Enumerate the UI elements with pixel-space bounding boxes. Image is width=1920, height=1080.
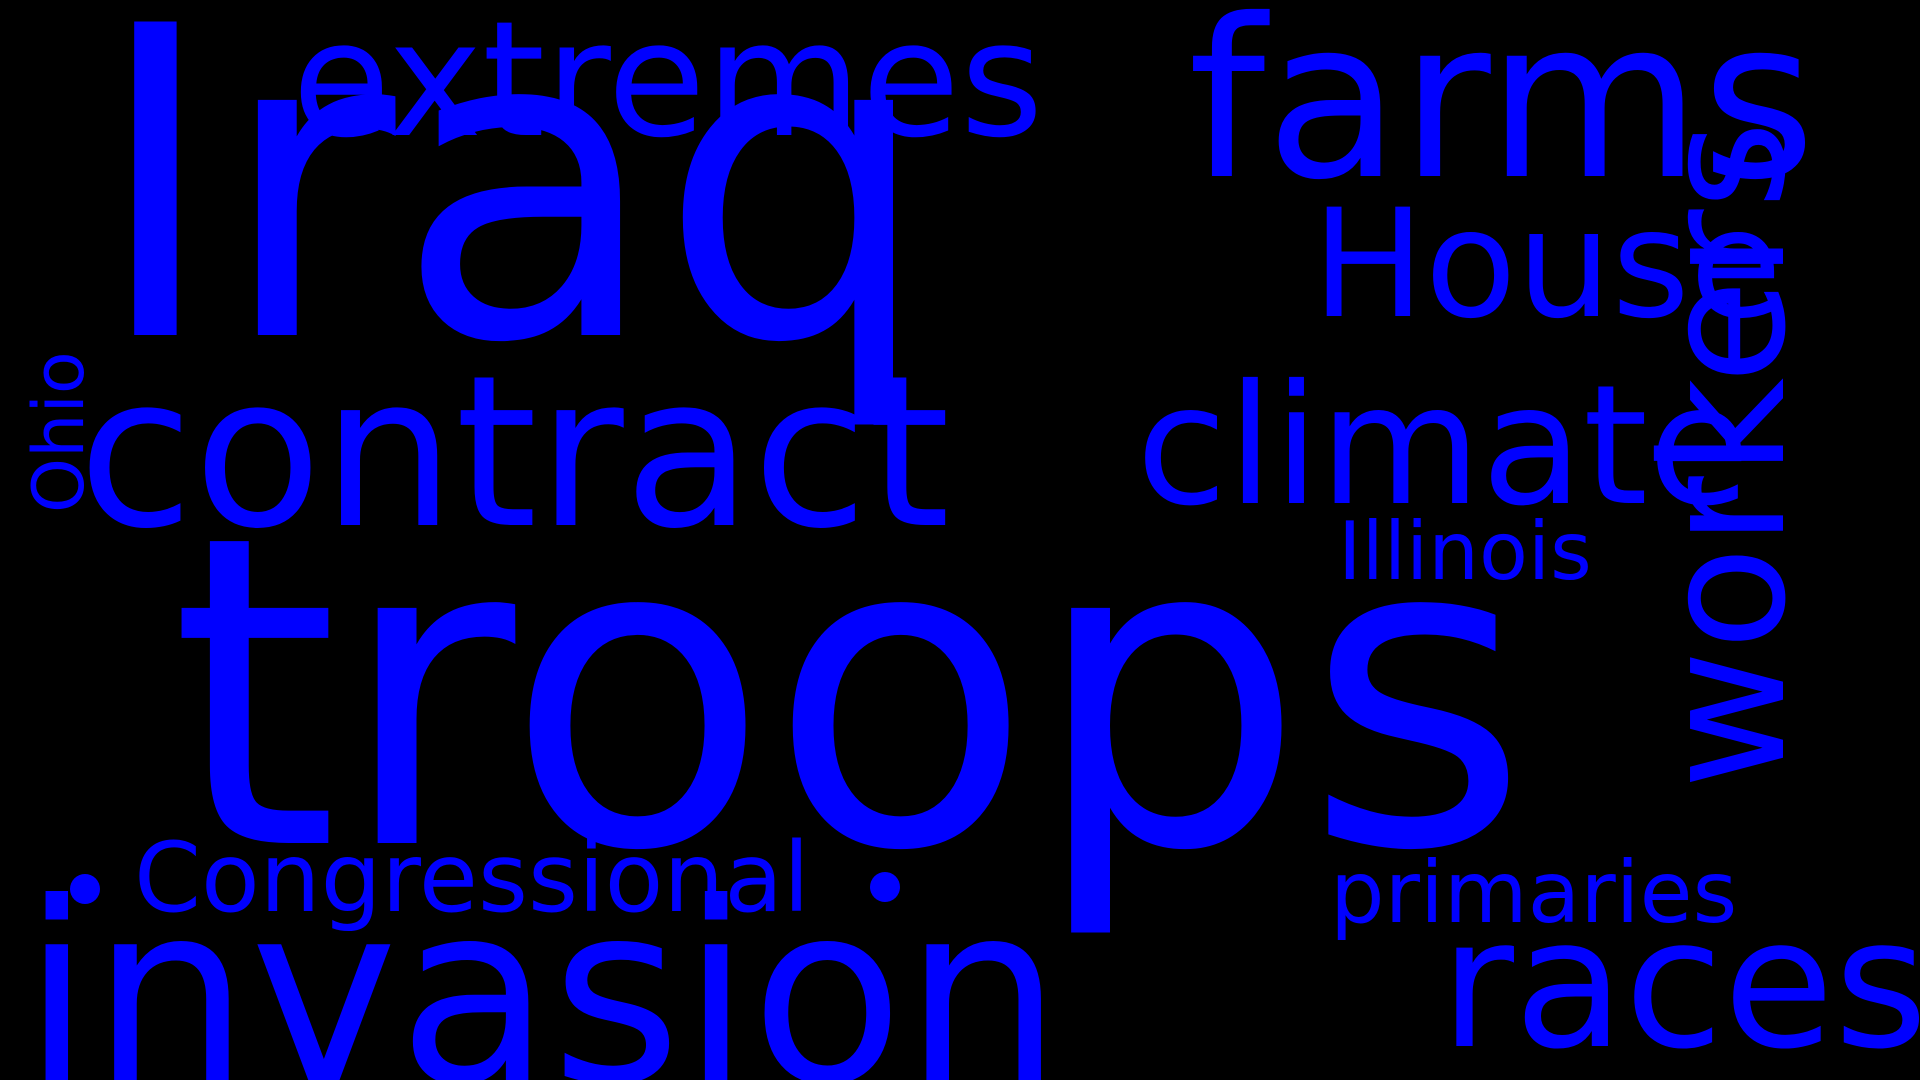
word-extremes: extremes	[292, 0, 1044, 173]
word-house: House	[1312, 178, 1783, 352]
word-illinois: Illinois	[1338, 505, 1592, 598]
dot-left	[70, 874, 100, 904]
word-races: races	[1440, 880, 1920, 1080]
word-primaries: primaries	[1330, 843, 1738, 943]
word-ohio: Ohio	[18, 351, 100, 513]
word-iraq: Iraq	[92, 0, 933, 437]
word-farms: farms	[1188, 0, 1816, 228]
word-troops: troops	[170, 445, 1530, 945]
word-congressional: Congressional	[134, 822, 810, 934]
word-workers: workers	[1626, 120, 1824, 790]
word-climate: climate	[1136, 350, 1751, 543]
word-invasion: invasion	[22, 849, 1063, 1080]
dot-right	[870, 872, 900, 902]
word-contract: contract	[78, 330, 951, 575]
